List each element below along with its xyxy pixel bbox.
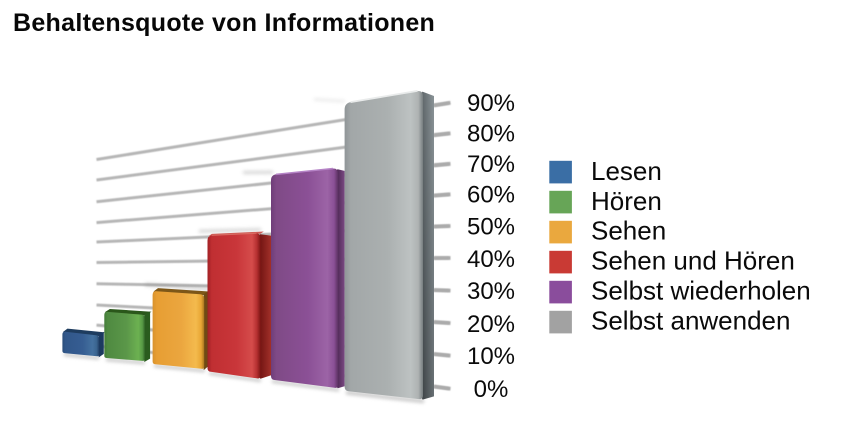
svg-text:40%: 40% [467,246,515,273]
svg-text:90%: 90% [467,90,515,117]
svg-text:10%: 10% [467,343,515,370]
svg-text:Hören: Hören [591,186,662,216]
svg-text:50%: 50% [467,214,515,241]
svg-text:Sehen: Sehen [591,216,666,246]
svg-text:60%: 60% [467,182,515,209]
svg-text:Sehen und Hören: Sehen und Hören [591,246,795,276]
svg-text:80%: 80% [467,121,515,148]
svg-text:20%: 20% [467,311,515,338]
svg-text:Selbst anwenden: Selbst anwenden [591,305,790,335]
svg-text:Selbst wiederholen: Selbst wiederholen [591,276,811,306]
svg-text:70%: 70% [467,151,515,178]
svg-text:30%: 30% [467,278,515,305]
svg-text:0%: 0% [474,376,509,403]
svg-text:Lesen: Lesen [591,156,662,186]
